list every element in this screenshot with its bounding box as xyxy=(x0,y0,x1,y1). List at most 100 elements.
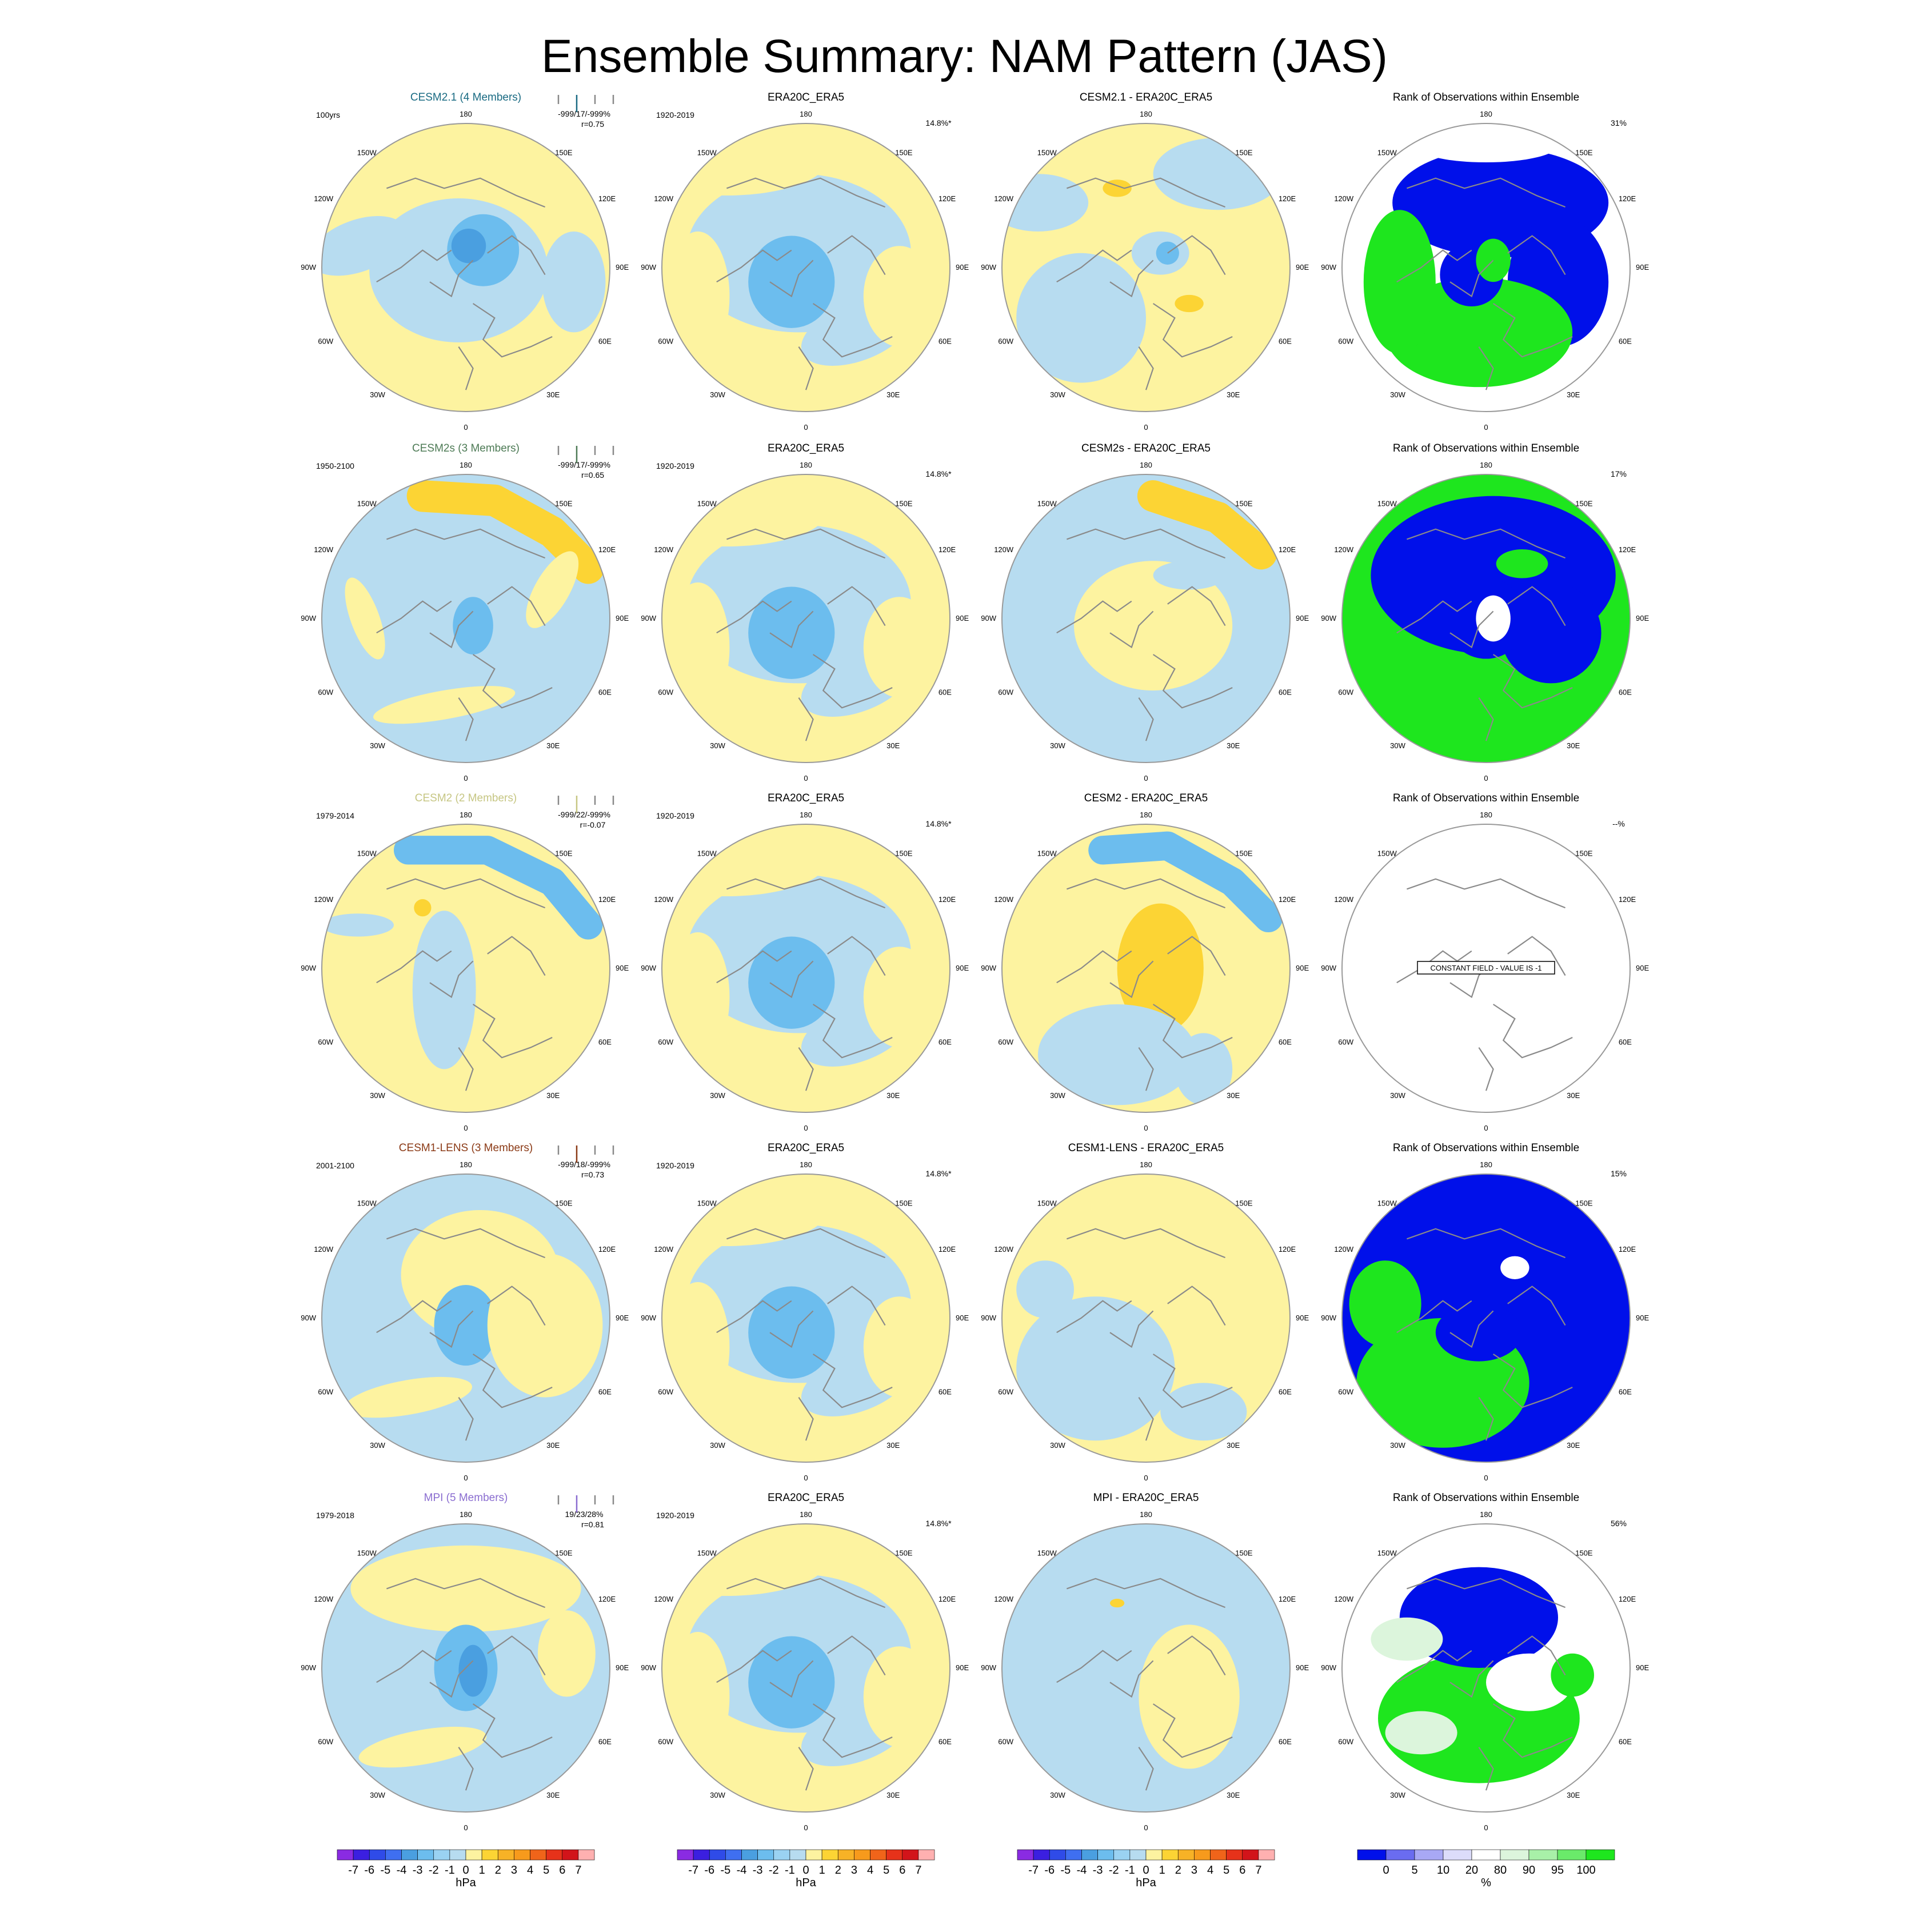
field-region xyxy=(373,686,516,724)
field-region xyxy=(1476,595,1511,642)
field-region xyxy=(1500,1256,1529,1279)
field-region xyxy=(526,551,579,628)
field-region xyxy=(1551,1653,1594,1697)
field-region xyxy=(748,235,835,328)
map-border xyxy=(1341,1173,1631,1463)
lon-label-lower-left: 30W xyxy=(370,1791,385,1799)
lon-label-right-lower: 60E xyxy=(598,337,612,346)
lon-label-top: 180 xyxy=(800,1160,812,1169)
lon-label-right-upper: 120E xyxy=(1619,545,1636,554)
lon-label-upper-right: 150E xyxy=(555,148,573,157)
coastline xyxy=(1407,528,1566,559)
lon-label-lower-left: 30W xyxy=(1050,741,1065,750)
coastline xyxy=(769,1310,814,1348)
lon-label-left: 90W xyxy=(1321,1663,1336,1672)
field-region xyxy=(344,1376,473,1418)
lon-label-right-upper: 120E xyxy=(598,194,616,203)
lon-label-lower-right: 30E xyxy=(1567,1441,1580,1450)
lon-label-upper-right: 150E xyxy=(1235,1548,1253,1557)
field-region xyxy=(345,577,385,660)
colorbar-tick-label: 2 xyxy=(1175,1864,1181,1877)
lon-label-left-lower: 60W xyxy=(318,1038,333,1047)
obs-percent: 14.8%* xyxy=(925,469,952,478)
colorbar-swatch xyxy=(1414,1849,1444,1861)
lon-label-lower-left: 30W xyxy=(710,1441,725,1450)
map-field xyxy=(1002,1524,1290,1812)
field-region xyxy=(1500,582,1601,684)
colorbar-swatch xyxy=(1113,1849,1131,1861)
field-region xyxy=(322,215,406,276)
lon-label-upper-right: 150E xyxy=(895,148,913,157)
polar-map: 180 0 150W 150E 120W 120E 90W 90E 60W 60E 30W 30E CE… xyxy=(301,1142,629,1482)
map-field xyxy=(1002,123,1290,412)
lon-label-right: 90E xyxy=(1296,964,1309,972)
lon-label-left-lower: 60W xyxy=(658,337,673,346)
polar-map: 180 0 150W 150E 120W 120E 90W 90E 60W 60E 30W 30E MP… xyxy=(981,1492,1309,1832)
lon-label-top: 180 xyxy=(1480,110,1492,118)
field-region xyxy=(748,936,835,1029)
colorbar-tick-label: 90 xyxy=(1523,1864,1535,1877)
model-period: 1979-2014 xyxy=(316,811,354,820)
coastline xyxy=(458,697,474,741)
lon-label-top: 180 xyxy=(800,110,812,118)
lon-label-lower-right: 30E xyxy=(1227,1441,1240,1450)
lon-label-right: 90E xyxy=(1636,1663,1649,1672)
colorbar-swatch xyxy=(1557,1849,1587,1861)
colorbar-tick-label: -2 xyxy=(769,1864,779,1877)
lon-label-right-upper: 120E xyxy=(1279,1245,1296,1254)
colorbar-swatch xyxy=(1033,1849,1050,1861)
field-region xyxy=(666,582,730,712)
coastline xyxy=(798,1746,814,1791)
colorbar-tick-label: 2 xyxy=(495,1864,501,1877)
coastline xyxy=(386,528,546,559)
lon-label-upper-right: 150E xyxy=(895,1199,913,1207)
lon-label-right-upper: 120E xyxy=(938,895,956,904)
coastline xyxy=(1396,600,1472,634)
colorbar-unit: hPa xyxy=(1136,1877,1156,1889)
coastline xyxy=(812,303,893,358)
polar-map: 180 0 150W 150E 120W 120E 90W 90E 60W 60E 30W 30E ER… xyxy=(641,1492,969,1832)
lon-label-bottom: 0 xyxy=(464,774,468,783)
lon-label-right-upper: 120E xyxy=(598,895,616,904)
map-border xyxy=(1341,474,1631,763)
field-region xyxy=(1175,294,1204,313)
lon-label-lower-right: 30E xyxy=(1567,1091,1580,1100)
lon-label-left-lower: 60W xyxy=(318,688,333,697)
field-region xyxy=(1137,480,1277,570)
model-period: 1979-2018 xyxy=(316,1511,354,1520)
coastline xyxy=(1478,697,1494,741)
colorbar-swatch xyxy=(1258,1849,1275,1861)
lon-label-left-upper: 120W xyxy=(1334,895,1354,904)
lon-label-right-upper: 120E xyxy=(598,1595,616,1603)
lon-label-bottom: 0 xyxy=(1144,1823,1148,1832)
coastline xyxy=(487,235,546,276)
coastline xyxy=(812,654,893,709)
field-region xyxy=(1038,1004,1197,1105)
model-period: 1950-2100 xyxy=(316,461,354,470)
obs-percent: 14.8%* xyxy=(925,118,952,127)
model-panel-title: CESM1-LENS (3 Members) xyxy=(399,1142,533,1154)
coastline xyxy=(1167,235,1226,276)
obs-percent: 14.8%* xyxy=(925,819,952,828)
map-border xyxy=(321,123,610,412)
field-region xyxy=(863,1296,936,1398)
coastline xyxy=(429,960,474,999)
colorbar-swatch xyxy=(918,1849,935,1861)
colorbar-tick-label: 7 xyxy=(575,1864,581,1877)
lon-label-right-upper: 120E xyxy=(1619,1245,1636,1254)
coastline xyxy=(487,936,546,976)
coastline xyxy=(1067,528,1226,559)
model-stats: -999/22/-999% xyxy=(558,810,610,819)
lon-label-left: 90W xyxy=(641,1663,656,1672)
coastline xyxy=(1152,303,1233,358)
map-field xyxy=(322,123,610,412)
lon-label-upper-left: 150W xyxy=(1377,849,1397,857)
coastline xyxy=(827,936,886,976)
field-region xyxy=(1088,831,1283,932)
coastline xyxy=(812,1703,893,1758)
lon-label-top: 180 xyxy=(460,110,472,118)
lon-label-top: 180 xyxy=(460,461,472,469)
lon-label-left-lower: 60W xyxy=(1338,1038,1353,1047)
field-region xyxy=(1160,1383,1247,1441)
lon-label-bottom: 0 xyxy=(1144,774,1148,783)
